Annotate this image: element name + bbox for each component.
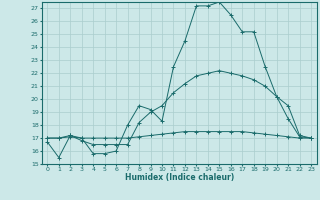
X-axis label: Humidex (Indice chaleur): Humidex (Indice chaleur) [124, 173, 234, 182]
